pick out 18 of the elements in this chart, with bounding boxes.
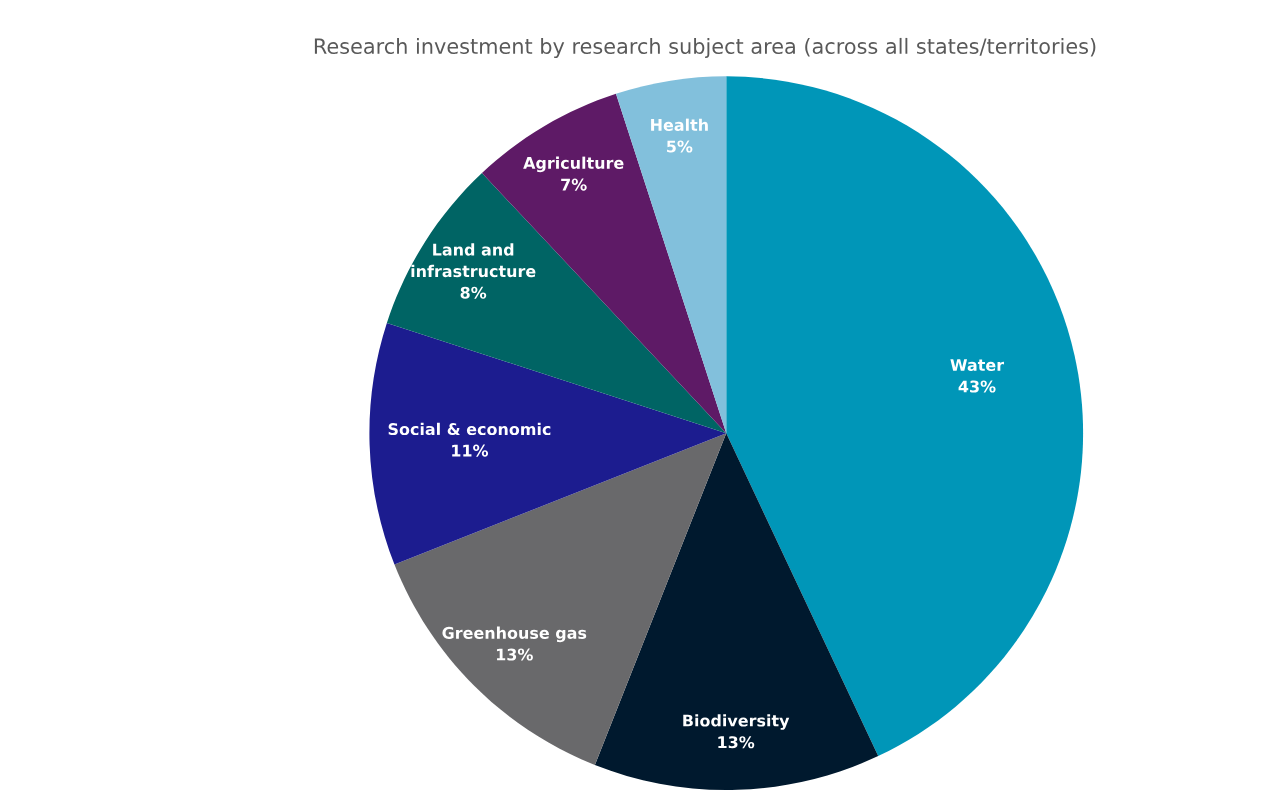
slice-label: Water: [950, 359, 1005, 371]
data-label: 13%: [718, 736, 755, 749]
data-label: 13%: [496, 648, 533, 661]
slice-label: Biodiversity: [683, 714, 790, 730]
pie-slice: [594, 433, 879, 791]
data-label: 5%: [667, 140, 693, 153]
data-label: 43%: [958, 380, 996, 393]
pie-slice: [386, 173, 727, 434]
data-label: 11%: [452, 444, 489, 457]
slice-label: Greenhouse gas: [442, 626, 587, 643]
pie-slice: [369, 322, 727, 565]
data-label: 7%: [561, 178, 587, 191]
slice-label: Health: [651, 118, 708, 131]
chart-title: Research investment by research subject area (across all states/territories): [314, 37, 1096, 59]
slice-label: Land and infrastructure: [411, 243, 536, 278]
slice-label: Agriculture: [523, 156, 624, 173]
data-label: 8%: [460, 286, 487, 299]
slice-label: Social & economic: [388, 422, 551, 436]
